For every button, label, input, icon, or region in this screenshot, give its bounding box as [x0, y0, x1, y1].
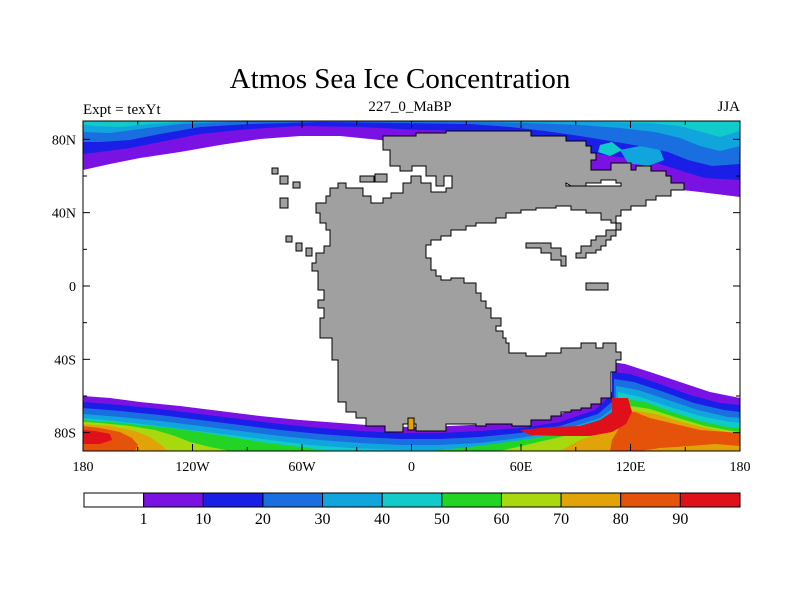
y-tick-label: 40S	[54, 353, 76, 368]
x-tick-label: 60E	[510, 460, 533, 475]
y-tick-label: 40N	[52, 207, 76, 222]
colorbar-swatch	[560, 492, 622, 508]
x-tick-label: 0	[408, 460, 415, 475]
colorbar-label: 50	[434, 511, 450, 528]
colorbar-label: 10	[195, 511, 211, 528]
season-label: JJA	[717, 99, 740, 115]
colorbar-label: 90	[672, 511, 688, 528]
experiment-label: Expt = texYt	[83, 102, 161, 118]
colorbar-label: 40	[374, 511, 390, 528]
colorbar-swatch	[679, 492, 741, 508]
colorbar-label: 20	[255, 511, 271, 528]
y-tick-label: 0	[69, 280, 76, 295]
x-axis: 180 120W 60W 0 60E 120E 180	[73, 121, 751, 475]
y-tick-label: 80S	[54, 427, 76, 442]
colorbar-label: 60	[493, 511, 509, 528]
plot-title: Atmos Sea Ice Concentration	[229, 63, 571, 95]
colorbar-swatch	[500, 492, 562, 508]
colorbar-label: 1	[140, 511, 148, 528]
colorbar-swatch	[441, 492, 502, 508]
x-tick-label: 120E	[616, 460, 646, 475]
colorbar-swatch	[83, 492, 145, 508]
colorbar-label: 80	[613, 511, 629, 528]
x-tick-label: 120W	[175, 460, 210, 475]
y-axis: 80N 40N 0 40S 80S	[52, 133, 740, 442]
colorbar-label: 30	[315, 511, 331, 528]
south-sea-ice	[83, 362, 740, 451]
age-label: 227_0_MaBP	[368, 99, 452, 115]
colorbar-swatch	[143, 492, 204, 508]
colorbar-swatch	[322, 492, 383, 508]
colorbar-swatch	[202, 492, 264, 508]
x-tick-label: 180	[73, 460, 94, 475]
y-tick-label: 80N	[52, 133, 76, 148]
x-tick-label: 60W	[288, 460, 316, 475]
north-sea-ice	[83, 121, 740, 197]
land-mass	[271, 130, 685, 433]
map-content	[83, 121, 740, 451]
colorbar-swatch	[381, 492, 443, 508]
colorbar-label: 70	[553, 511, 569, 528]
colorbar: 1 10 20 30 40 50 60 70 80 90	[83, 492, 741, 528]
colorbar-swatch	[262, 492, 324, 508]
x-tick-label: 180	[730, 460, 751, 475]
colorbar-swatch	[620, 492, 681, 508]
